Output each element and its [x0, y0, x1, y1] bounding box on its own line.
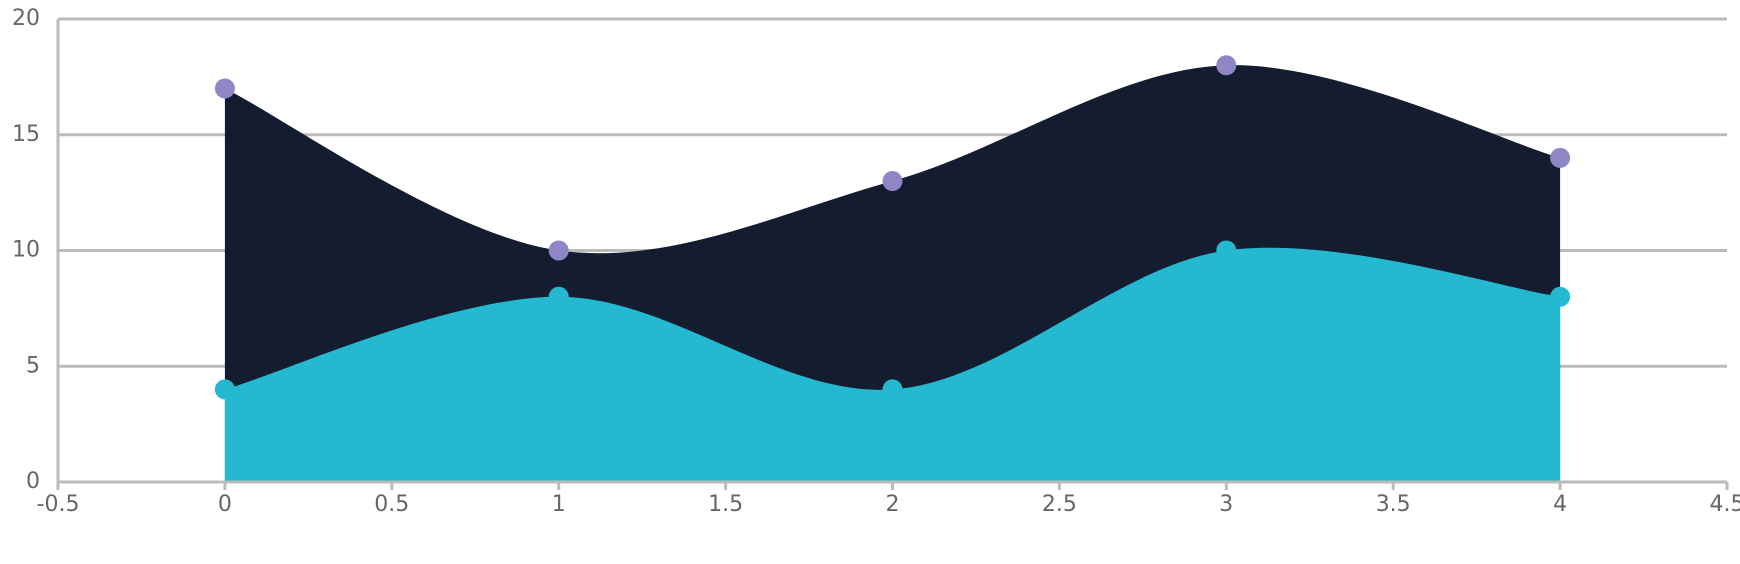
- x-tick-label: 4.5: [1710, 492, 1740, 517]
- marker: [1216, 55, 1236, 75]
- y-tick-label: 20: [12, 6, 40, 31]
- marker: [215, 379, 235, 399]
- x-tick-label: 1: [552, 492, 566, 517]
- marker: [549, 287, 569, 307]
- y-tick-label: 10: [12, 238, 40, 263]
- x-tick-label: 2: [886, 492, 900, 517]
- y-tick-label: 15: [12, 122, 40, 147]
- marker: [1216, 241, 1236, 261]
- marker: [215, 78, 235, 98]
- x-tick-label: -0.5: [37, 492, 80, 517]
- x-tick-label: 1.5: [708, 492, 743, 517]
- x-tick-label: 3: [1219, 492, 1233, 517]
- marker: [883, 379, 903, 399]
- marker: [549, 241, 569, 261]
- y-tick-label: 0: [26, 469, 40, 494]
- x-tick-label: 2.5: [1042, 492, 1077, 517]
- x-tick-label: 4: [1553, 492, 1567, 517]
- x-tick-label: 3.5: [1376, 492, 1411, 517]
- marker: [883, 171, 903, 191]
- y-tick-label: 5: [26, 353, 40, 378]
- x-tick-label: 0: [218, 492, 232, 517]
- x-tick-label: 0.5: [374, 492, 409, 517]
- marker: [1550, 287, 1570, 307]
- marker: [1550, 148, 1570, 168]
